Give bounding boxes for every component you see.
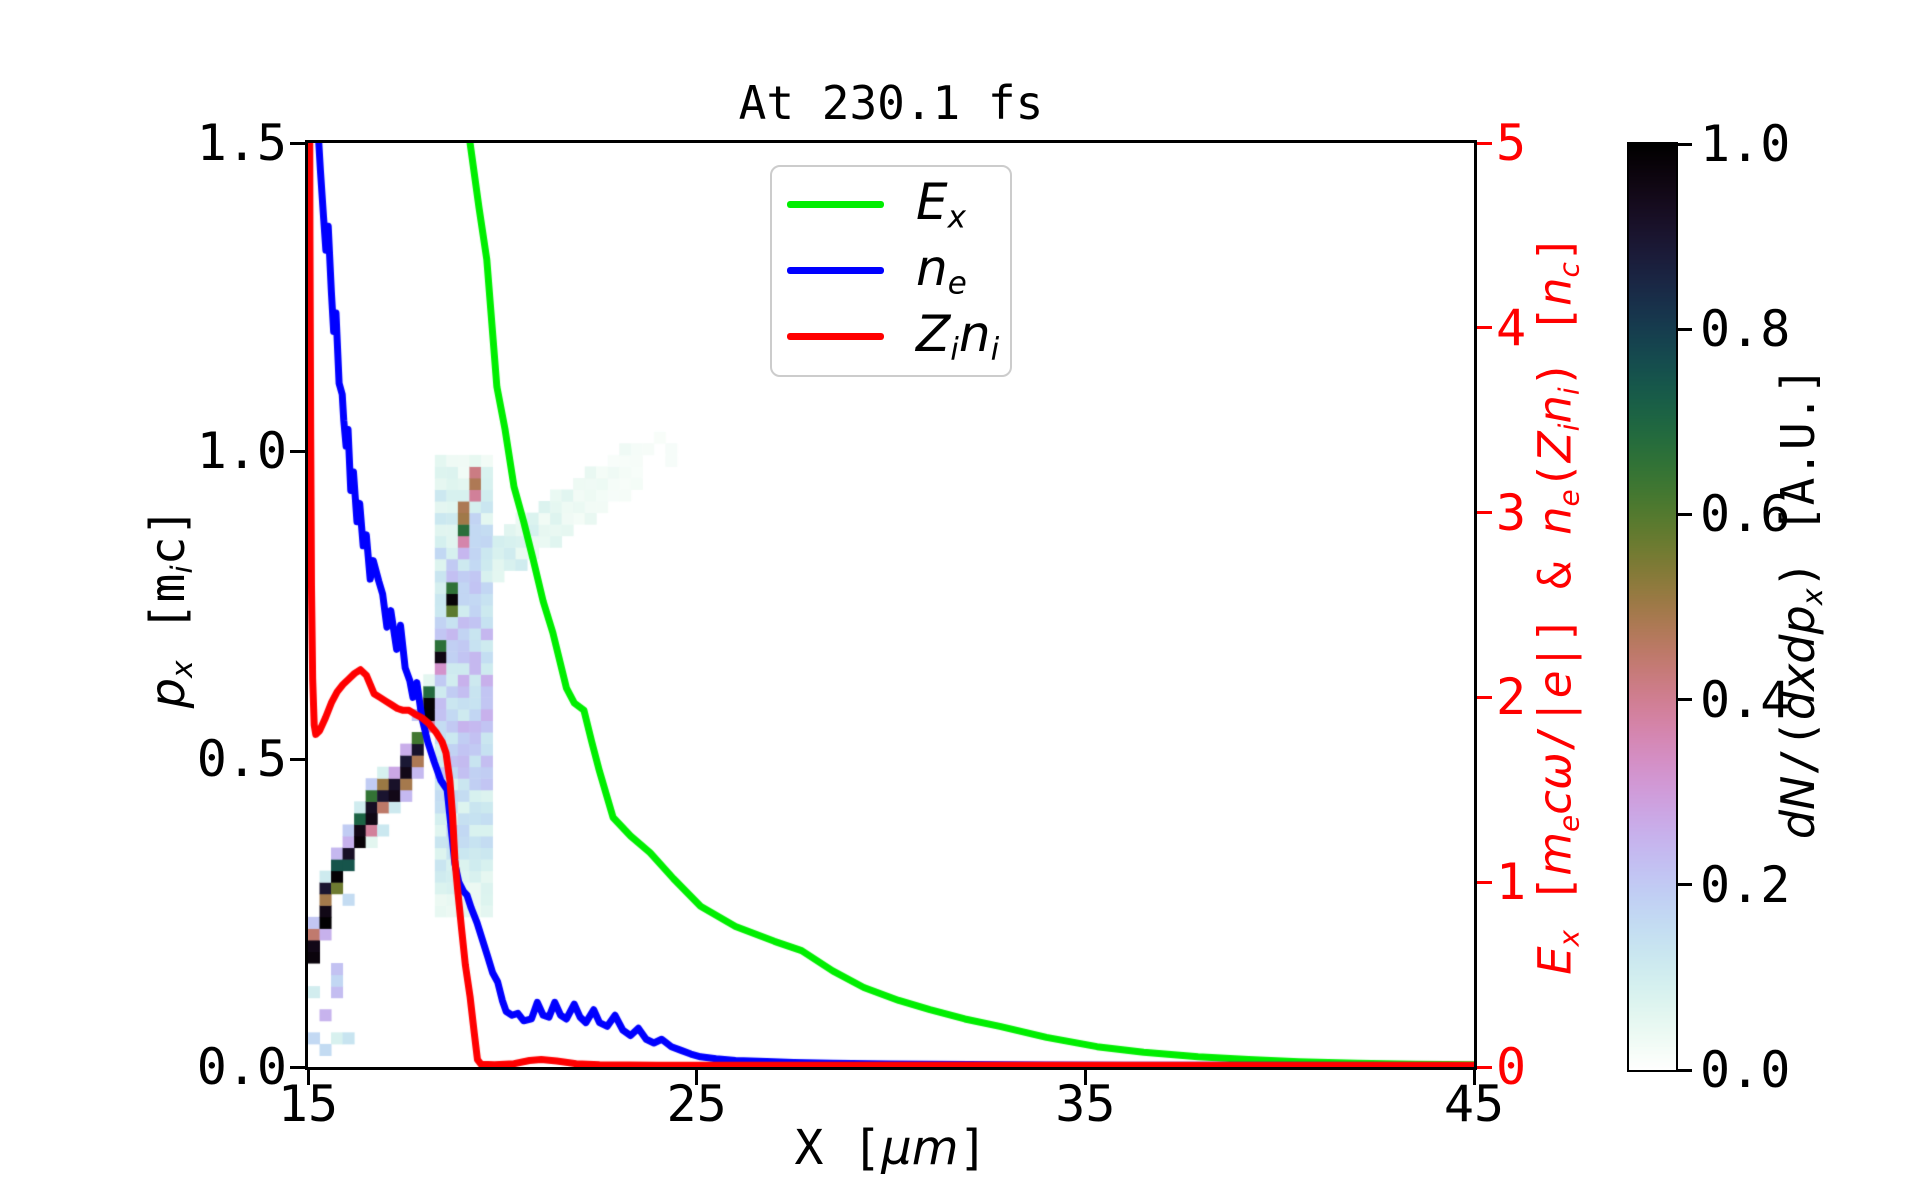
colorbar-tick-mark	[1678, 698, 1692, 702]
label-segment: e	[1552, 814, 1586, 832]
x-tick-mark	[306, 1070, 310, 1085]
label-segment: e	[1552, 489, 1586, 507]
x-tick-mark	[1472, 1070, 1476, 1085]
colorbar-tick-mark	[1678, 142, 1692, 146]
y-right-tick-label: 2	[1496, 668, 1527, 727]
y-right-tick-label: 1	[1496, 853, 1527, 912]
label-segment: X [	[794, 1120, 882, 1176]
x-tick-mark	[1083, 1070, 1087, 1085]
label-segment: [	[1528, 875, 1582, 930]
label-segment: Z	[1528, 431, 1582, 463]
label-segment: (	[1528, 462, 1582, 490]
label-segment: m	[1528, 831, 1582, 876]
label-segment: p	[139, 677, 196, 709]
plot-title: At 230.1 fs	[738, 76, 1044, 130]
label-segment: n	[1528, 506, 1582, 535]
colorbar-tick-label: 0.8	[1700, 300, 1791, 359]
label-segment: N	[1771, 775, 1826, 810]
label-segment: μ	[881, 1120, 912, 1176]
legend-item-zini: Zini	[772, 303, 1010, 369]
legend-label: Ex	[916, 172, 966, 236]
colorbar-tick-mark	[1678, 512, 1692, 516]
legend-box: Ex ne Zini	[770, 165, 1012, 377]
y-right-tick-label: 4	[1496, 298, 1527, 357]
colorbar-tick-mark	[1678, 883, 1692, 887]
y-right-tick-label: 5	[1496, 114, 1527, 172]
y-right-tick-mark	[1477, 880, 1492, 884]
colorbar-tick-label: 1.0	[1700, 115, 1791, 173]
y-left-tick-label: 0.5	[196, 730, 287, 788]
y-right-tick-mark	[1477, 1065, 1492, 1069]
colorbar-label: dN/(dxdpx) [A.U.]	[1771, 367, 1829, 839]
legend-label: Zini	[916, 304, 1000, 368]
y-right-tick-label: 3	[1496, 483, 1527, 542]
x-axis-label: X [μm]	[308, 1120, 1474, 1176]
y-right-tick-mark	[1477, 511, 1492, 515]
label-segment: e	[1528, 670, 1582, 699]
colorbar-frame	[1627, 142, 1678, 1072]
legend-line-sample	[787, 332, 884, 340]
x-tick-mark	[695, 1070, 699, 1085]
plot-frame	[305, 140, 1477, 1070]
label-segment: ]	[1528, 235, 1582, 263]
label-segment: x	[1552, 929, 1586, 947]
label-segment: c]	[139, 507, 196, 566]
y-right-tick-label: 0	[1496, 1038, 1527, 1096]
y-right-tick-mark	[1477, 695, 1492, 699]
label-segment: n	[1528, 395, 1582, 424]
legend-item-ne: ne	[772, 237, 1010, 303]
label-segment: ]	[958, 1120, 988, 1176]
y-axis-right-label: Ex [mecω/|e|] & ne(Zini) [nc]	[1529, 235, 1586, 975]
label-segment: c	[1552, 262, 1586, 278]
y-left-tick-mark	[290, 449, 305, 453]
colorbar-tick-label: 0.0	[1700, 1041, 1791, 1099]
legend-item-ex: Ex	[772, 171, 1010, 237]
label-segment: cω	[1528, 752, 1582, 815]
y-left-tick-mark	[290, 757, 305, 761]
label-segment: ) [	[1528, 306, 1582, 388]
label-segment: m	[911, 1120, 959, 1176]
label-segment: E	[1528, 946, 1582, 975]
label-segment: i	[1552, 387, 1586, 396]
label-segment: |] &	[1528, 534, 1582, 671]
y-left-tick-mark	[290, 141, 305, 145]
label-segment: dxdp	[1771, 605, 1826, 721]
label-segment: i	[165, 565, 201, 574]
label-segment: /(	[1771, 720, 1826, 776]
y-left-tick-label: 1.5	[196, 114, 287, 172]
label-segment: [m	[139, 573, 196, 661]
label-segment: x	[1795, 588, 1829, 606]
y-left-tick-label: 0.0	[196, 1038, 287, 1096]
y-left-tick-label: 1.0	[196, 422, 287, 480]
legend-line-sample	[787, 266, 884, 274]
label-segment: /|	[1528, 698, 1582, 753]
y-axis-left-label: px [mic]	[140, 508, 200, 709]
legend-line-sample	[787, 200, 884, 208]
colorbar-tick-mark	[1678, 327, 1692, 331]
label-segment: x	[165, 660, 201, 678]
y-right-tick-mark	[1477, 141, 1492, 145]
colorbar-tick-mark	[1678, 1068, 1692, 1072]
label-segment: ) [A.U.]	[1771, 366, 1826, 589]
legend-label: ne	[916, 238, 967, 302]
colorbar-tick-label: 0.2	[1700, 855, 1791, 914]
colorbar-gradient-canvas	[1629, 144, 1676, 1070]
y-right-tick-mark	[1477, 326, 1492, 330]
label-segment: i	[1552, 423, 1586, 432]
label-segment: n	[1528, 277, 1582, 307]
label-segment: d	[1771, 809, 1826, 840]
y-left-tick-mark	[290, 1065, 305, 1069]
